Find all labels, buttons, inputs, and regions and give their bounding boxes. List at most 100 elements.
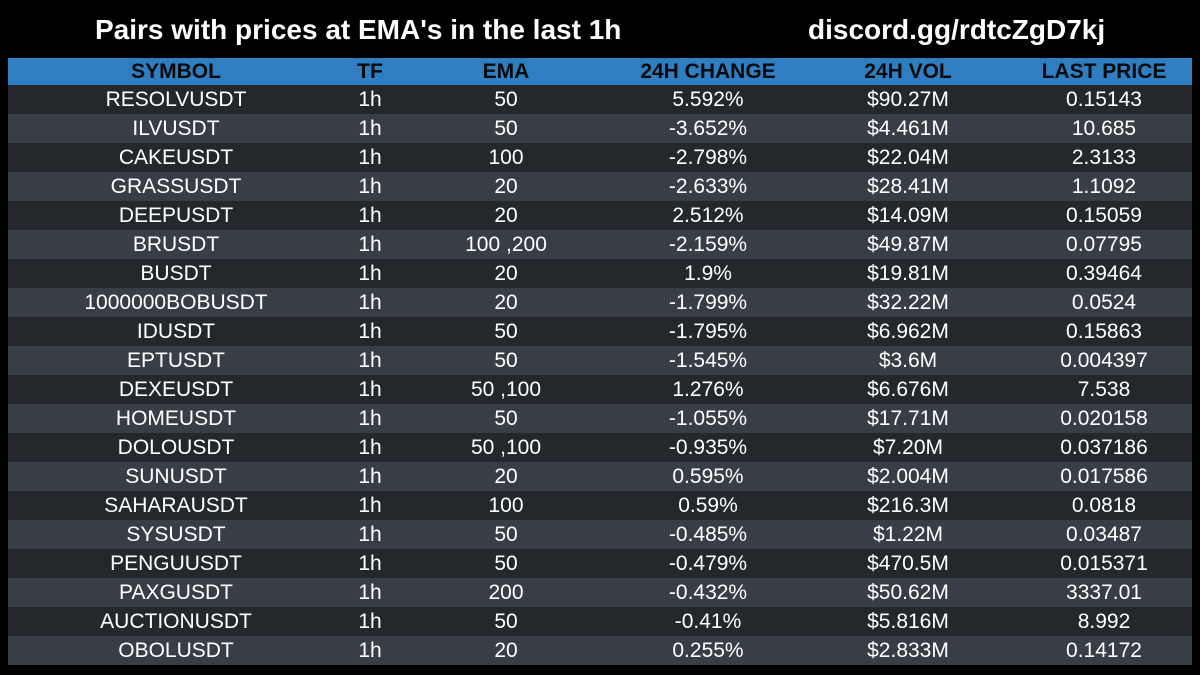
cell-tf: 1h — [358, 523, 382, 546]
cell-24h-change: -1.795% — [668, 320, 748, 343]
cell-symbol: OBOLUSDT — [118, 639, 234, 662]
cell-ema: 50 — [494, 88, 518, 111]
cell-24h-vol: $14.09M — [867, 204, 949, 227]
cell-last-price: 10.685 — [1071, 117, 1137, 140]
discord-link[interactable]: discord.gg/rdtcZgD7kj — [808, 14, 1106, 45]
title-bar: Pairs with prices at EMA's in the last 1… — [0, 0, 1200, 58]
cell-symbol: SYSUSDT — [126, 523, 226, 546]
cell-last-price: 0.020158 — [1060, 407, 1148, 430]
cell-ema: 100 — [488, 146, 524, 169]
table-body: RESOLVUSDT 1h 50 5.592% $90.27M 0.15143 ILVUSD… — [8, 85, 1192, 665]
cell-24h-vol: $49.87M — [867, 233, 949, 256]
cell-last-price: 0.017586 — [1060, 465, 1148, 488]
cell-24h-change: -0.485% — [668, 523, 748, 546]
cell-ema: 50 — [494, 610, 518, 633]
ema-pairs-table: SYMBOL TF EMA 24H CHANGE 24H VOL LAST PR… — [8, 58, 1192, 665]
cell-last-price: 0.15863 — [1066, 320, 1142, 343]
cell-ema: 50 — [494, 407, 518, 430]
column-header-ema: EMA — [482, 60, 530, 83]
cell-tf: 1h — [358, 378, 382, 401]
cell-symbol: HOMEUSDT — [115, 407, 237, 430]
cell-24h-change: -0.935% — [668, 436, 748, 459]
cell-tf: 1h — [358, 407, 382, 430]
cell-24h-change: -2.633% — [668, 175, 748, 198]
cell-24h-vol: $2.833M — [867, 639, 949, 662]
cell-24h-change: 0.59% — [678, 494, 738, 517]
cell-last-price: 0.39464 — [1066, 262, 1142, 285]
cell-last-price: 3337.01 — [1066, 581, 1142, 604]
cell-ema: 100 ,200 — [465, 233, 547, 256]
column-header-24h-change: 24H CHANGE — [640, 60, 776, 83]
cell-ema: 20 — [494, 175, 518, 198]
cell-ema: 50 — [494, 552, 518, 575]
cell-symbol: RESOLVUSDT — [105, 88, 247, 111]
cell-last-price: 0.14172 — [1066, 639, 1142, 662]
cell-24h-vol: $17.71M — [867, 407, 949, 430]
cell-24h-change: 0.595% — [672, 465, 744, 488]
cell-symbol: DEXEUSDT — [118, 378, 234, 401]
cell-ema: 20 — [494, 465, 518, 488]
cell-symbol: PENGUUSDT — [110, 552, 242, 575]
cell-last-price: 1.1092 — [1071, 175, 1137, 198]
cell-24h-change: -1.055% — [668, 407, 748, 430]
cell-24h-change: 1.9% — [684, 262, 732, 285]
cell-symbol: CAKEUSDT — [118, 146, 234, 169]
cell-24h-change: -1.799% — [668, 291, 748, 314]
cell-symbol: BRUSDT — [132, 233, 220, 256]
cell-tf: 1h — [358, 175, 382, 198]
cell-24h-change: 1.276% — [672, 378, 744, 401]
cell-ema: 20 — [494, 204, 518, 227]
cell-tf: 1h — [358, 581, 382, 604]
cell-last-price: 0.0818 — [1071, 494, 1137, 517]
cell-24h-vol: $50.62M — [867, 581, 949, 604]
cell-symbol: DOLOUSDT — [117, 436, 235, 459]
cell-symbol: ILVUSDT — [132, 117, 220, 140]
cell-24h-change: 0.255% — [672, 639, 744, 662]
cell-tf: 1h — [358, 233, 382, 256]
cell-24h-change: 2.512% — [672, 204, 744, 227]
cell-24h-vol: $3.6M — [878, 349, 938, 372]
cell-tf: 1h — [358, 117, 382, 140]
cell-last-price: 0.037186 — [1060, 436, 1148, 459]
table-row: ILVUSDT 1h 50 -3.652% $4.461M 10.685 — [8, 114, 1192, 143]
cell-ema: 50 — [494, 320, 518, 343]
cell-tf: 1h — [358, 465, 382, 488]
cell-ema: 100 — [488, 494, 524, 517]
cell-tf: 1h — [358, 262, 382, 285]
table-row: AUCTIONUSDT 1h 50 -0.41% $5.816M 8.992 — [8, 607, 1192, 636]
column-header-last-price: LAST PRICE — [1041, 60, 1167, 83]
cell-24h-change: -0.479% — [668, 552, 748, 575]
table-row: DOLOUSDT 1h 50 ,100 -0.935% $7.20M 0.037186 — [8, 433, 1192, 462]
cell-symbol: SAHARAUSDT — [104, 494, 248, 517]
table-row: DEXEUSDT 1h 50 ,100 1.276% $6.676M 7.538 — [8, 375, 1192, 404]
cell-last-price: 7.538 — [1077, 378, 1131, 401]
cell-tf: 1h — [358, 436, 382, 459]
cell-24h-change: -2.159% — [668, 233, 748, 256]
cell-ema: 200 — [488, 581, 524, 604]
cell-ema: 20 — [494, 291, 518, 314]
cell-ema: 20 — [494, 639, 518, 662]
cell-24h-vol: $7.20M — [872, 436, 944, 459]
cell-24h-vol: $470.5M — [867, 552, 949, 575]
table-row: BUSDT 1h 20 1.9% $19.81M 0.39464 — [8, 259, 1192, 288]
cell-symbol: SUNUSDT — [125, 465, 227, 488]
table-row: SUNUSDT 1h 20 0.595% $2.004M 0.017586 — [8, 462, 1192, 491]
cell-24h-vol: $19.81M — [867, 262, 949, 285]
cell-ema: 50 — [494, 523, 518, 546]
table-row: BRUSDT 1h 100 ,200 -2.159% $49.87M 0.07795 — [8, 230, 1192, 259]
cell-24h-vol: $6.962M — [867, 320, 949, 343]
cell-24h-change: -2.798% — [668, 146, 748, 169]
cell-24h-vol: $216.3M — [867, 494, 949, 517]
cell-24h-vol: $4.461M — [867, 117, 949, 140]
cell-last-price: 0.03487 — [1066, 523, 1142, 546]
table-row: SYSUSDT 1h 50 -0.485% $1.22M 0.03487 — [8, 520, 1192, 549]
cell-tf: 1h — [358, 291, 382, 314]
cell-symbol: BUSDT — [140, 262, 212, 285]
cell-tf: 1h — [358, 610, 382, 633]
cell-24h-vol: $2.004M — [867, 465, 949, 488]
cell-tf: 1h — [358, 204, 382, 227]
cell-tf: 1h — [358, 146, 382, 169]
cell-24h-vol: $5.816M — [867, 610, 949, 633]
cell-last-price: 2.3133 — [1071, 146, 1137, 169]
cell-tf: 1h — [358, 552, 382, 575]
